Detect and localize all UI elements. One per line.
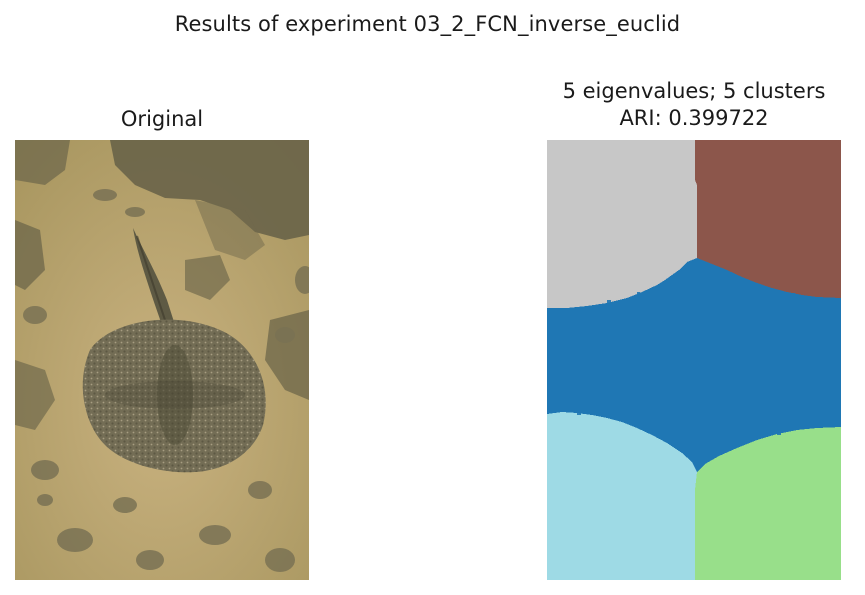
rocks	[15, 140, 309, 430]
cluster-bottom-left	[547, 412, 697, 580]
segmentation-title-line2: ARI: 0.399722	[619, 106, 769, 130]
cluster-top-right	[695, 140, 841, 298]
original-image	[15, 140, 309, 580]
stingray-body	[82, 319, 266, 473]
original-panel-title: Original	[120, 107, 204, 131]
cluster-map	[547, 140, 841, 580]
boundary-noise	[577, 286, 795, 435]
stingray-photo	[15, 140, 309, 580]
pebbles	[23, 189, 309, 572]
cluster-bottom-right	[695, 427, 841, 580]
figure-title: Results of experiment 03_2_FCN_inverse_e…	[174, 12, 681, 36]
cluster-top-left	[547, 140, 697, 308]
segmentation-map	[547, 140, 841, 580]
segmentation-panel-title: 5 eigenvalues; 5 clusters ARI: 0.399722	[517, 78, 865, 132]
segmentation-title-line1: 5 eigenvalues; 5 clusters	[562, 79, 826, 103]
